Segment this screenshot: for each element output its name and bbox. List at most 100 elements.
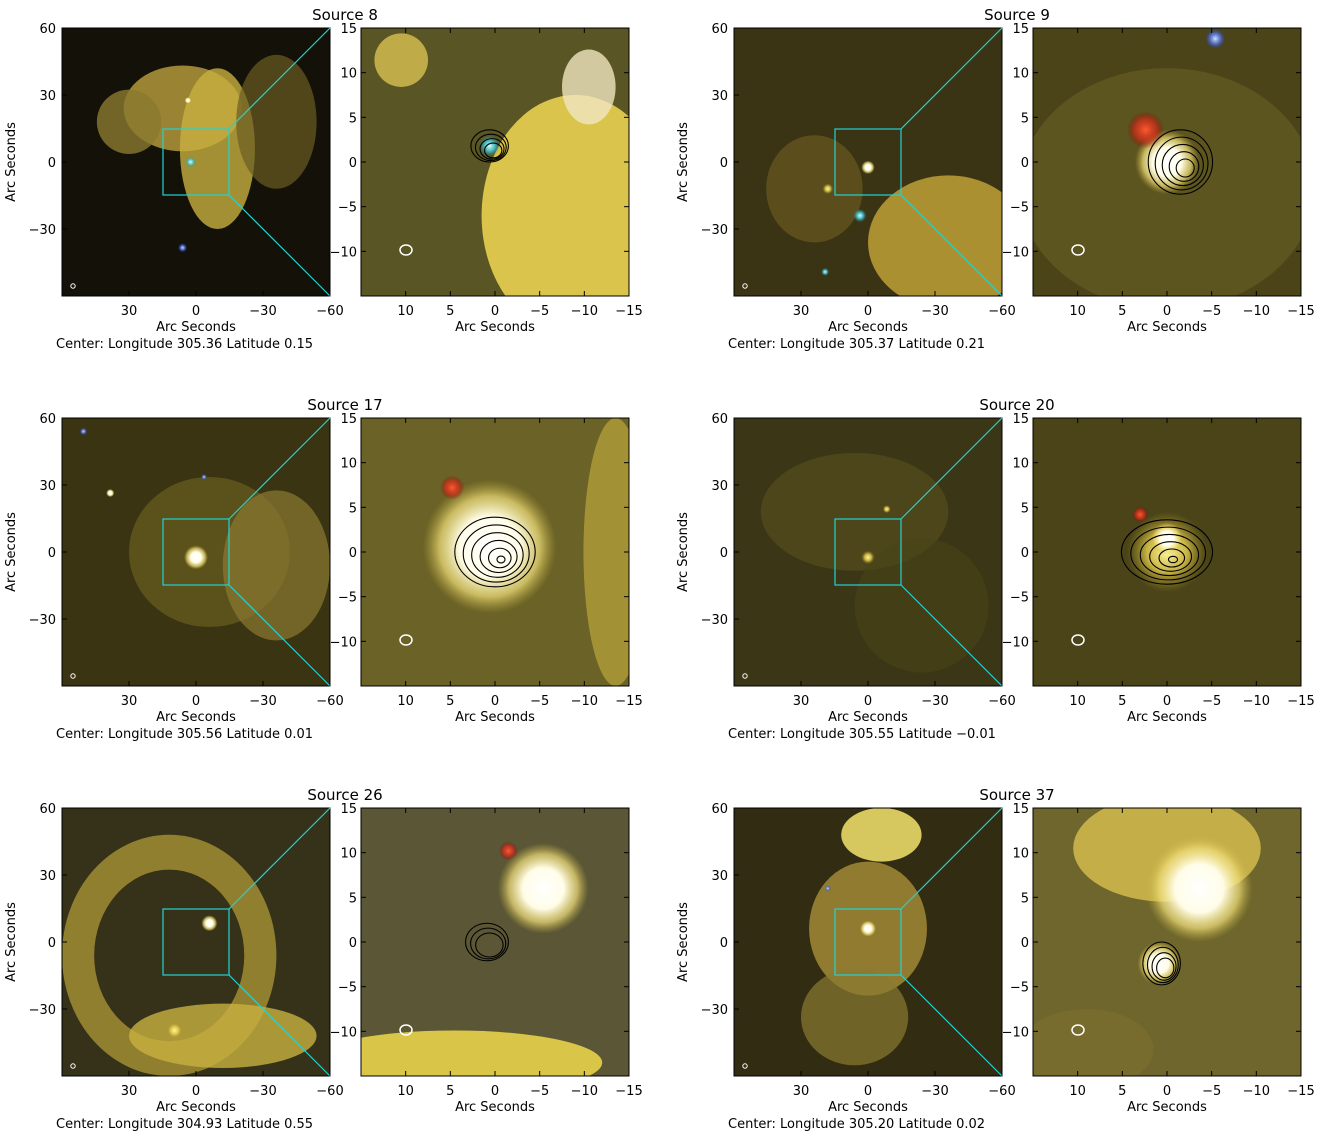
y-tick-label: −30 <box>701 223 728 238</box>
x-tick-label: 30 <box>121 694 138 709</box>
y-tick-label: 0 <box>48 546 56 561</box>
center-coordinates: Center: Longitude 304.93 Latitude 0.55 <box>56 1117 313 1132</box>
y-axis-label: Arc Seconds <box>4 122 19 202</box>
x-tick-label: −30 <box>249 304 276 319</box>
y-tick-label: 0 <box>349 546 357 561</box>
longitude_word: Longitude <box>780 727 849 742</box>
y-tick-label: 30 <box>711 869 728 884</box>
emission-region <box>179 68 255 229</box>
x-tick-label: −60 <box>988 694 1015 709</box>
x-tick-label: 5 <box>446 304 454 319</box>
panels-0-longitude: 305.36 <box>177 337 227 352</box>
contour-line <box>1142 941 1181 986</box>
x-tick-label: −15 <box>1287 694 1314 709</box>
point-source <box>824 885 832 892</box>
emission-region <box>841 808 922 862</box>
y-tick-label: 30 <box>711 479 728 494</box>
panels-2-longitude: 305.56 <box>177 727 227 742</box>
x-tick-label: −10 <box>1243 1084 1270 1099</box>
x-tick-label: 10 <box>397 1084 414 1099</box>
contour-line <box>454 516 536 588</box>
panel-source-37: Source 37 30 0 −30 −60 60 30 0 −30 Arc Seconds Arc… <box>676 786 1315 1132</box>
center-coordinates: Center: Longitude 305.55 Latitude −0.01 <box>728 727 996 742</box>
zoom-connector <box>900 417 1003 520</box>
longitude_word: Longitude <box>108 337 177 352</box>
y-tick-label: 0 <box>1021 546 1029 561</box>
x-tick-label: 10 <box>1069 694 1086 709</box>
center_prefix: Center: <box>728 727 780 742</box>
point-source <box>177 242 188 253</box>
point-source <box>106 489 115 498</box>
y-tick-label: 0 <box>720 546 728 561</box>
beam-marker <box>742 1063 748 1069</box>
panels-3-longitude: 305.55 <box>849 727 899 742</box>
x-tick-label: −10 <box>1243 694 1270 709</box>
y-tick-label: −30 <box>701 613 728 628</box>
x-axis-label: Arc Seconds <box>455 320 535 335</box>
point-source <box>821 267 830 276</box>
point-source <box>859 920 877 937</box>
latitude_word: Latitude <box>898 727 956 742</box>
emission-region <box>801 968 909 1066</box>
point-source <box>440 475 465 500</box>
panels-4-longitude: 304.93 <box>177 1117 227 1132</box>
panels-5-longitude: 305.20 <box>849 1117 899 1132</box>
panels-4-latitude: 0.55 <box>284 1117 313 1132</box>
panels-3-latitude: −0.01 <box>956 727 996 742</box>
point-source <box>183 545 209 570</box>
panel-title: Source 20 <box>979 396 1054 414</box>
y-tick-label: −5 <box>1010 591 1029 606</box>
zoom-connector <box>900 807 1003 910</box>
point-source <box>184 97 192 104</box>
y-axis-label: Arc Seconds <box>4 512 19 592</box>
y-tick-label: 0 <box>48 936 56 951</box>
center-coordinates: Center: Longitude 305.37 Latitude 0.21 <box>728 337 985 352</box>
emission-region <box>1033 1009 1154 1076</box>
point-source <box>1137 942 1181 985</box>
y-tick-label: 60 <box>711 22 728 37</box>
point-source <box>166 1022 183 1039</box>
x-tick-label: 5 <box>1118 1084 1126 1099</box>
y-tick-label: −30 <box>29 1003 56 1018</box>
y-tick-label: 30 <box>39 869 56 884</box>
zoom-image <box>1033 28 1301 296</box>
zoom-box <box>834 518 902 586</box>
y-tick-label: 5 <box>1021 501 1029 516</box>
contour-line <box>470 927 507 960</box>
y-tick-label: 5 <box>349 111 357 126</box>
x-tick-label: 0 <box>192 1084 200 1099</box>
panels-2-latitude: 0.01 <box>284 727 313 742</box>
x-tick-label: 5 <box>446 694 454 709</box>
x-tick-label: 10 <box>1069 304 1086 319</box>
x-tick-label: 0 <box>864 304 872 319</box>
point-source <box>1150 522 1184 555</box>
beam-ellipse <box>399 244 413 256</box>
x-tick-label: −5 <box>530 304 549 319</box>
x-tick-label: −15 <box>1287 1084 1314 1099</box>
latitude_word: Latitude <box>898 337 956 352</box>
contour-line <box>479 138 505 160</box>
y-tick-label: 0 <box>720 936 728 951</box>
zoom-box <box>834 128 902 196</box>
x-tick-label: 5 <box>1118 694 1126 709</box>
y-tick-label: −5 <box>338 981 357 996</box>
y-tick-label: 15 <box>340 802 357 817</box>
emission-region <box>868 175 1002 296</box>
x-axis-label: Arc Seconds <box>156 1100 236 1115</box>
x-tick-label: −60 <box>316 694 343 709</box>
x-axis-label: Arc Seconds <box>156 320 236 335</box>
emission-region <box>96 89 162 154</box>
latitude_word: Latitude <box>898 1117 956 1132</box>
x-tick-label: 0 <box>192 304 200 319</box>
panel-title: Source 17 <box>307 396 382 414</box>
y-tick-label: −30 <box>29 613 56 628</box>
x-tick-label: 0 <box>1163 694 1171 709</box>
x-axis-label: Arc Seconds <box>1127 710 1207 725</box>
y-tick-label: −10 <box>1002 635 1029 650</box>
x-tick-label: 30 <box>793 304 810 319</box>
contour-line <box>475 932 504 958</box>
contour-line <box>1130 526 1207 581</box>
contour-line <box>464 922 509 962</box>
x-tick-label: 0 <box>491 304 499 319</box>
y-tick-label: 10 <box>340 457 357 472</box>
